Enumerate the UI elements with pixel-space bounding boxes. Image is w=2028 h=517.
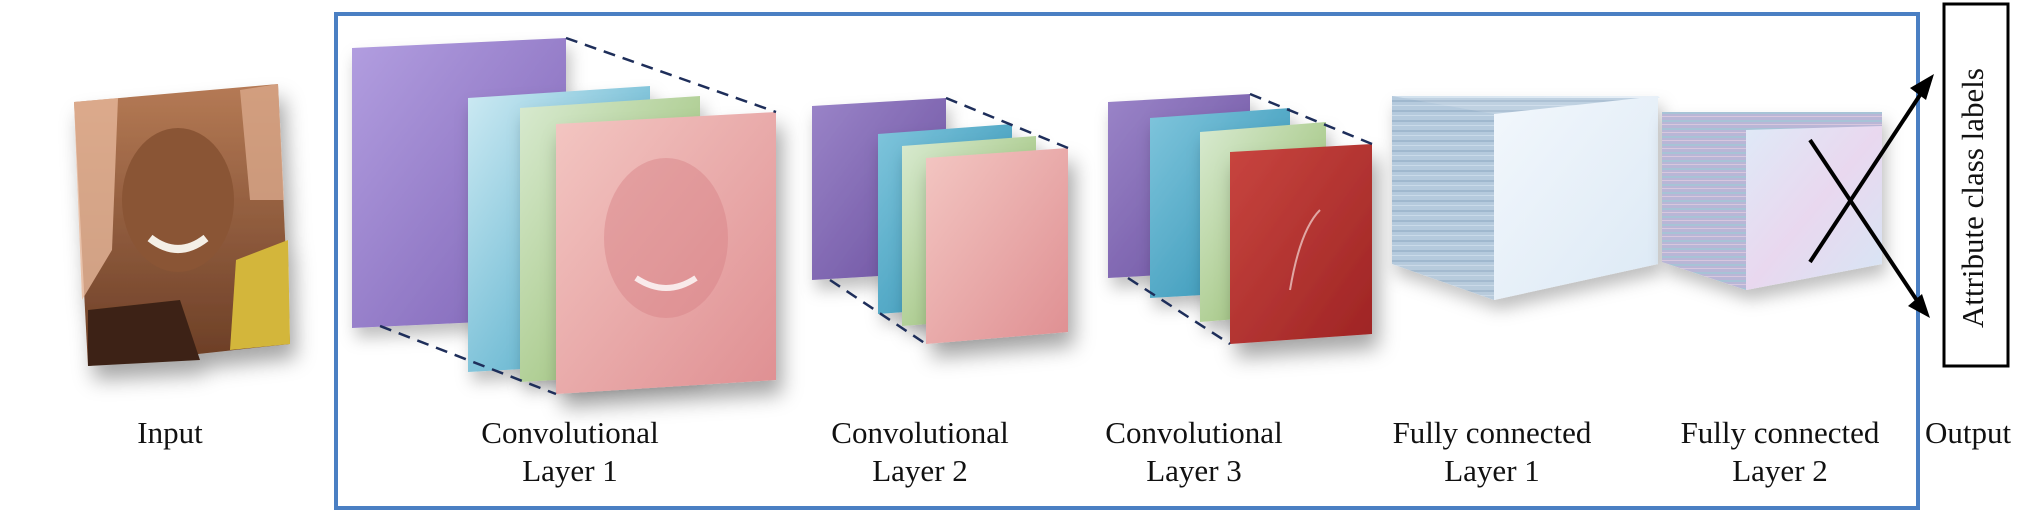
fc2-front-face [1746, 126, 1882, 290]
conv1-projection-bottom [379, 324, 557, 396]
caption-input: Input [137, 415, 203, 450]
conv1-feature-maps [352, 36, 777, 396]
arrowhead-up [1910, 74, 1934, 100]
conv1-map-pink [556, 112, 776, 394]
conv3-projection-bottom [1127, 276, 1231, 346]
arrowhead-down [1908, 294, 1930, 318]
output-box-label: Attribute class labels [1955, 68, 1990, 328]
caption-conv1: Convolutional Layer 1 [481, 415, 659, 488]
caption-conv2: Convolutional Layer 2 [831, 415, 1009, 488]
fc1-block [1392, 96, 1660, 300]
input-face-image [74, 84, 290, 366]
conv2-feature-maps [812, 96, 1069, 346]
caption-conv3: Convolutional Layer 3 [1105, 415, 1283, 488]
output-box [1942, 2, 2010, 368]
conv2-projection-top [945, 96, 1069, 150]
conv2-map-pink [926, 148, 1068, 344]
caption-fc1: Fully connected Layer 1 [1392, 415, 1592, 488]
network-frame [334, 12, 1920, 510]
fc2-block [1662, 112, 1882, 290]
caption-fc2: Fully connected Layer 2 [1680, 415, 1880, 488]
conv1-projection-top [565, 36, 777, 114]
conv3-feature-maps [1108, 92, 1373, 346]
output-box-label-wrap: Attribute class labels [1938, 28, 2008, 368]
conv3-projection-top [1249, 92, 1373, 146]
output-arrows [1808, 74, 1934, 318]
fc1-front-face [1494, 96, 1658, 300]
caption-output: Output [1924, 415, 2012, 450]
